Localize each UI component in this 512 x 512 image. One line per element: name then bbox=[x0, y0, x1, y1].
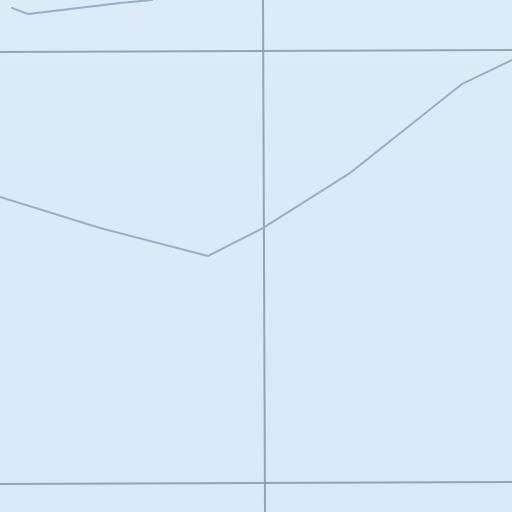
grid-line-vertical bbox=[262, 0, 266, 512]
boundary-layer bbox=[0, 0, 512, 257]
grid-line-horizontal-top bbox=[0, 49, 512, 53]
boundary-line-main bbox=[0, 59, 512, 257]
grid-line-horizontal-bottom bbox=[0, 481, 512, 485]
boundary-line-top bbox=[11, 0, 153, 15]
